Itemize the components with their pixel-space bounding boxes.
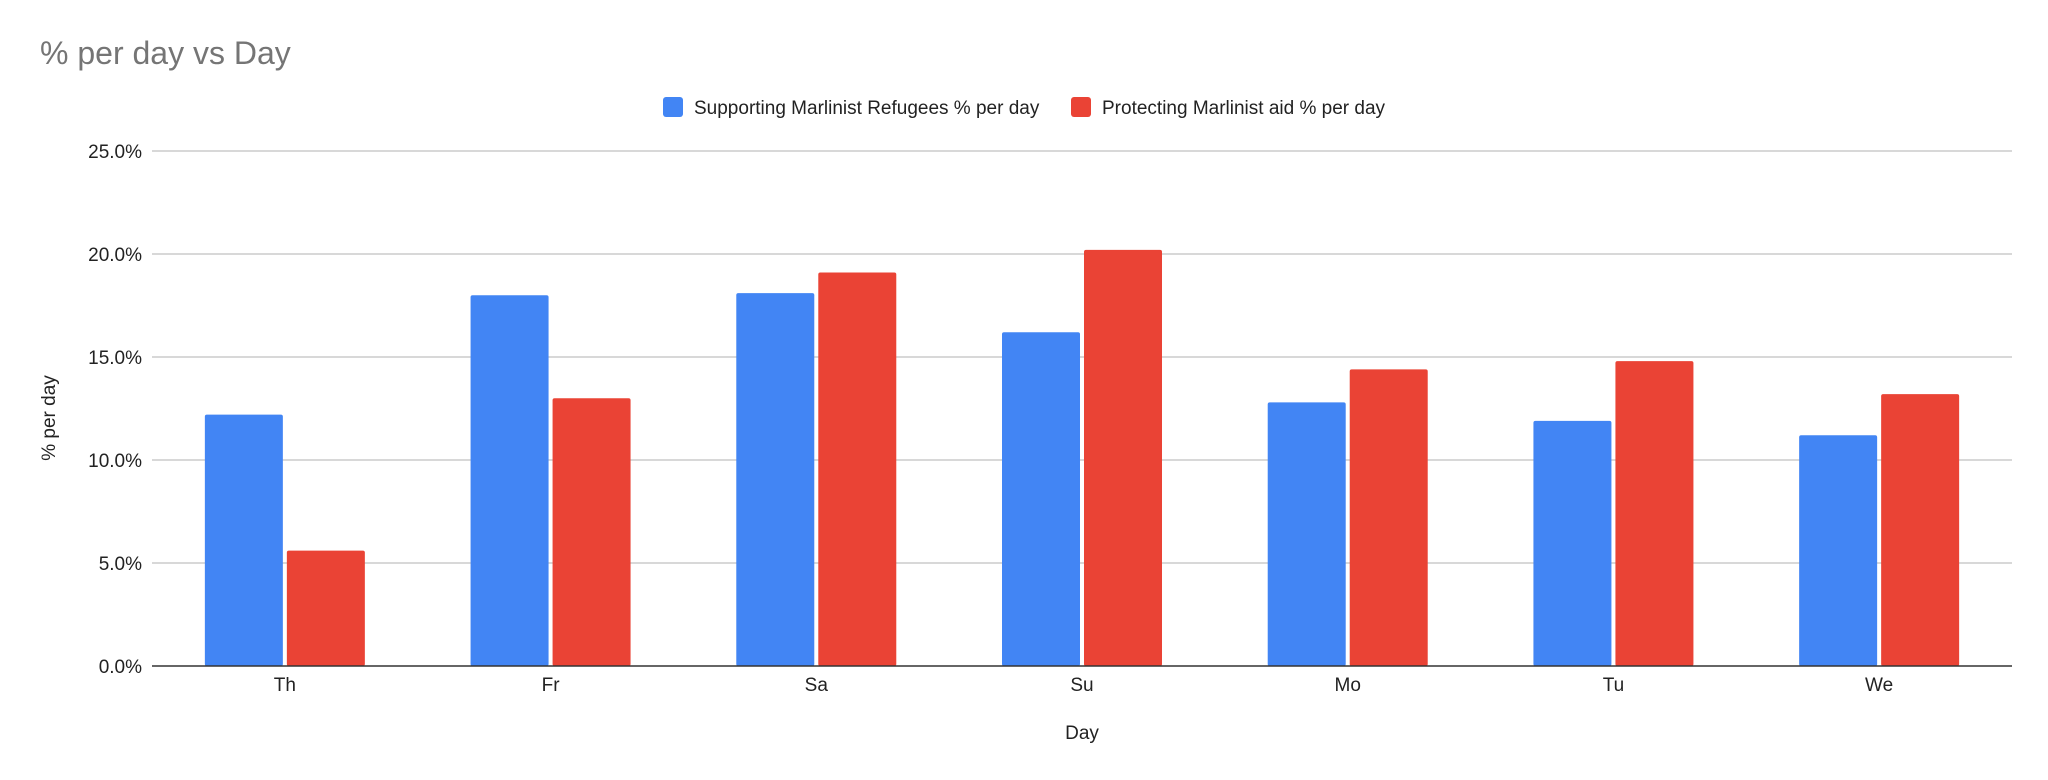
- bars: [204, 249, 1960, 666]
- y-tick-label: 15.0%: [88, 348, 142, 369]
- bar-protecting-aid-tu: [1615, 361, 1694, 666]
- bar-supporting-refugees-sa: [736, 293, 815, 666]
- legend-swatch-series-2: [1071, 97, 1091, 117]
- y-tick-label: 0.0%: [99, 657, 142, 678]
- x-tick-label: Tu: [1603, 675, 1624, 696]
- bar-supporting-refugees-mo: [1267, 402, 1346, 666]
- x-tick-label: Sa: [805, 675, 829, 696]
- bar-supporting-refugees-we: [1799, 435, 1878, 666]
- legend-label-series-1: Supporting Marlinist Refugees % per day: [694, 98, 1040, 119]
- x-tick-label: Th: [274, 675, 296, 696]
- y-tick-label: 10.0%: [88, 451, 142, 472]
- x-tick-label: Mo: [1335, 675, 1361, 696]
- bar-protecting-aid-mo: [1349, 369, 1428, 666]
- x-axis-label: Day: [1065, 723, 1099, 744]
- y-tick-label: 20.0%: [88, 245, 142, 266]
- gridlines: [152, 150, 2012, 564]
- bar-protecting-aid-sa: [818, 272, 897, 666]
- x-tick-label: Su: [1070, 675, 1093, 696]
- y-axis-label: % per day: [39, 375, 60, 461]
- bar-protecting-aid-th: [286, 550, 365, 666]
- bar-supporting-refugees-fr: [470, 295, 549, 666]
- y-tick-label: 25.0%: [88, 142, 142, 163]
- legend: Supporting Marlinist Refugees % per day …: [663, 97, 1386, 119]
- legend-label-series-2: Protecting Marlinist aid % per day: [1102, 98, 1386, 119]
- x-tick-label: Fr: [542, 675, 561, 696]
- legend-swatch-series-1: [663, 97, 683, 117]
- y-axis-ticks: 0.0% 5.0% 10.0% 15.0% 20.0% 25.0%: [88, 142, 142, 678]
- bar-supporting-refugees-th: [204, 414, 283, 666]
- bar-supporting-refugees-su: [1002, 332, 1080, 666]
- bar-protecting-aid-fr: [552, 398, 631, 666]
- bar-protecting-aid-we: [1881, 394, 1960, 666]
- chart-title: % per day vs Day: [40, 35, 291, 71]
- x-axis-ticks: Th Fr Sa Su Mo Tu We: [274, 675, 1893, 696]
- x-tick-label: We: [1865, 675, 1893, 696]
- bar-protecting-aid-su: [1084, 249, 1162, 666]
- bar-supporting-refugees-tu: [1533, 420, 1612, 666]
- y-tick-label: 5.0%: [99, 554, 142, 575]
